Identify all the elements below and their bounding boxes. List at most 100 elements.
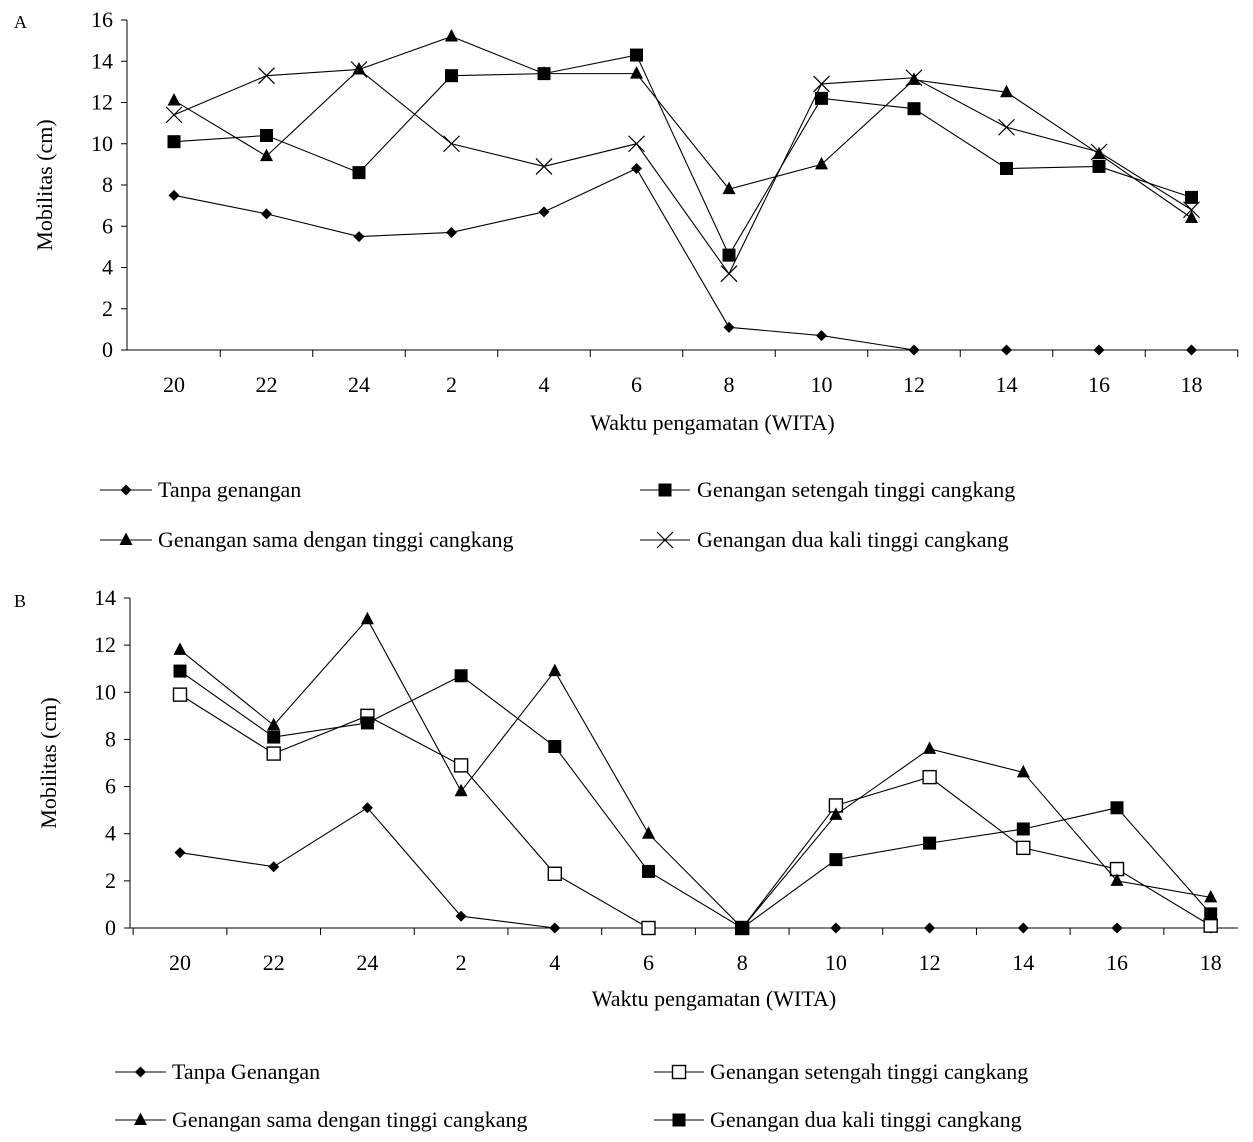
data-point-square [445,69,458,83]
data-point-triangle [1185,210,1198,223]
data-point-open-square [922,769,937,785]
data-point-square [630,48,643,62]
legend: Tanpa genangan Genangan setengah tinggi c… [100,477,1015,552]
data-point-square [1016,822,1030,836]
data-point-square [352,166,366,180]
data-point-x [720,265,738,283]
y-tick-label: 0 [105,915,116,940]
data-point-triangle [173,642,187,655]
data-point-open-square [1203,918,1218,933]
data-point-x-stroke-b [443,135,460,153]
y-tick-label: 6 [102,213,113,238]
y-tick-label: 16 [91,7,113,32]
x-tick-label: 8 [724,372,735,397]
series-1 [168,163,1197,356]
data-point-square [815,91,828,105]
data-point-diamond [261,208,272,220]
data-point-square [1204,907,1218,921]
data-point-x [443,135,460,153]
x-tick-label: 18 [1200,950,1222,975]
series-line [173,35,1192,219]
legend-marker-square [672,1113,686,1127]
data-point-x [998,118,1015,136]
data-point-triangle [454,783,468,797]
y-tick-label: 12 [91,90,113,115]
legend-marker-triangle [119,532,133,545]
data-point-x [1183,201,1200,219]
data-point-diamond [830,922,842,934]
data-point-x-stroke-b [1090,143,1108,161]
legend-marker-x [656,531,674,549]
series-line [179,807,1211,929]
data-point-open-square [266,746,281,761]
x-tick-label: 18 [1181,372,1203,397]
data-point-triangle [815,156,828,170]
data-point-diamond [538,206,550,218]
data-point-diamond [631,163,642,174]
data-point-square [907,102,921,116]
data-point-triangle [1110,873,1124,886]
data-point-triangle [352,62,366,75]
x-tick-label: 2 [456,950,467,975]
data-point-diamond [549,922,561,934]
data-point-diamond [1017,922,1029,934]
legend-label: Genangan dua kali tinggi cangkang [697,527,1009,552]
legend: Tanpa Genangan Genangan setengah tinggi c… [115,1059,1028,1132]
data-point-triangle [1016,764,1030,778]
data-point-triangle [923,741,937,754]
legend-item: Genangan dua kali tinggi cangkang [654,1107,1022,1132]
legend-marker-square [658,483,672,497]
data-point-open-square [547,866,562,881]
series-2 [172,687,1218,936]
legend-label: Tanpa Genangan [172,1059,320,1084]
x-tick-label: 8 [737,950,748,975]
data-point-diamond [353,231,365,243]
legend-marker-x-stroke-b [656,531,674,549]
legend-label: Genangan setengah tinggi cangkang [697,477,1015,502]
y-tick-label: 10 [94,679,116,704]
data-point-triangle [445,29,458,42]
legend-label: Genangan sama dengan tinggi cangkang [172,1107,528,1132]
x-axis-title: Waktu pengamatan (WITA) [592,986,836,1011]
x-tick-label: 6 [643,950,654,975]
y-tick-label: 0 [102,337,113,362]
legend-item: Genangan setengah tinggi cangkang [654,1059,1028,1084]
legend-label: Genangan dua kali tinggi cangkang [710,1107,1022,1132]
data-point-triangle [167,92,181,106]
data-point-x [535,158,553,175]
y-tick-label: 10 [91,131,113,156]
data-point-x-stroke-b [905,69,923,87]
data-point-triangle [537,66,551,79]
data-point-triangle [642,826,655,839]
data-point-square [722,248,736,262]
data-point-square [829,853,843,867]
y-axis-title: Mobilitas (cm) [32,119,57,250]
x-tick-label: 12 [919,950,941,975]
legend-label: Genangan sama dengan tinggi cangkang [158,527,514,552]
data-point-x [628,135,645,153]
legend-marker-triangle [134,1112,147,1125]
panel-label: A [14,12,27,32]
data-point-open-square [172,687,188,702]
legend-item: Genangan sama dengan tinggi cangkang [100,527,514,552]
legend-marker-open-square [671,1064,687,1080]
series-3 [167,29,1198,223]
data-point-triangle [1204,889,1218,903]
x-tick-label: 22 [263,950,285,975]
x-tick-label: 2 [446,372,457,397]
y-tick-label: 14 [91,48,113,73]
data-point-x [350,61,368,78]
y-tick-label: 8 [105,726,116,751]
data-point-square [1092,159,1106,173]
data-point-x-stroke-b [998,118,1015,136]
data-point-diamond [1186,344,1197,356]
data-point-open-square [1016,840,1031,856]
data-point-square [923,836,937,850]
x-tick-label: 16 [1106,950,1128,975]
y-tick-label: 8 [102,172,113,197]
data-point-diamond [1093,344,1105,356]
data-point-x-stroke-b [813,75,830,93]
